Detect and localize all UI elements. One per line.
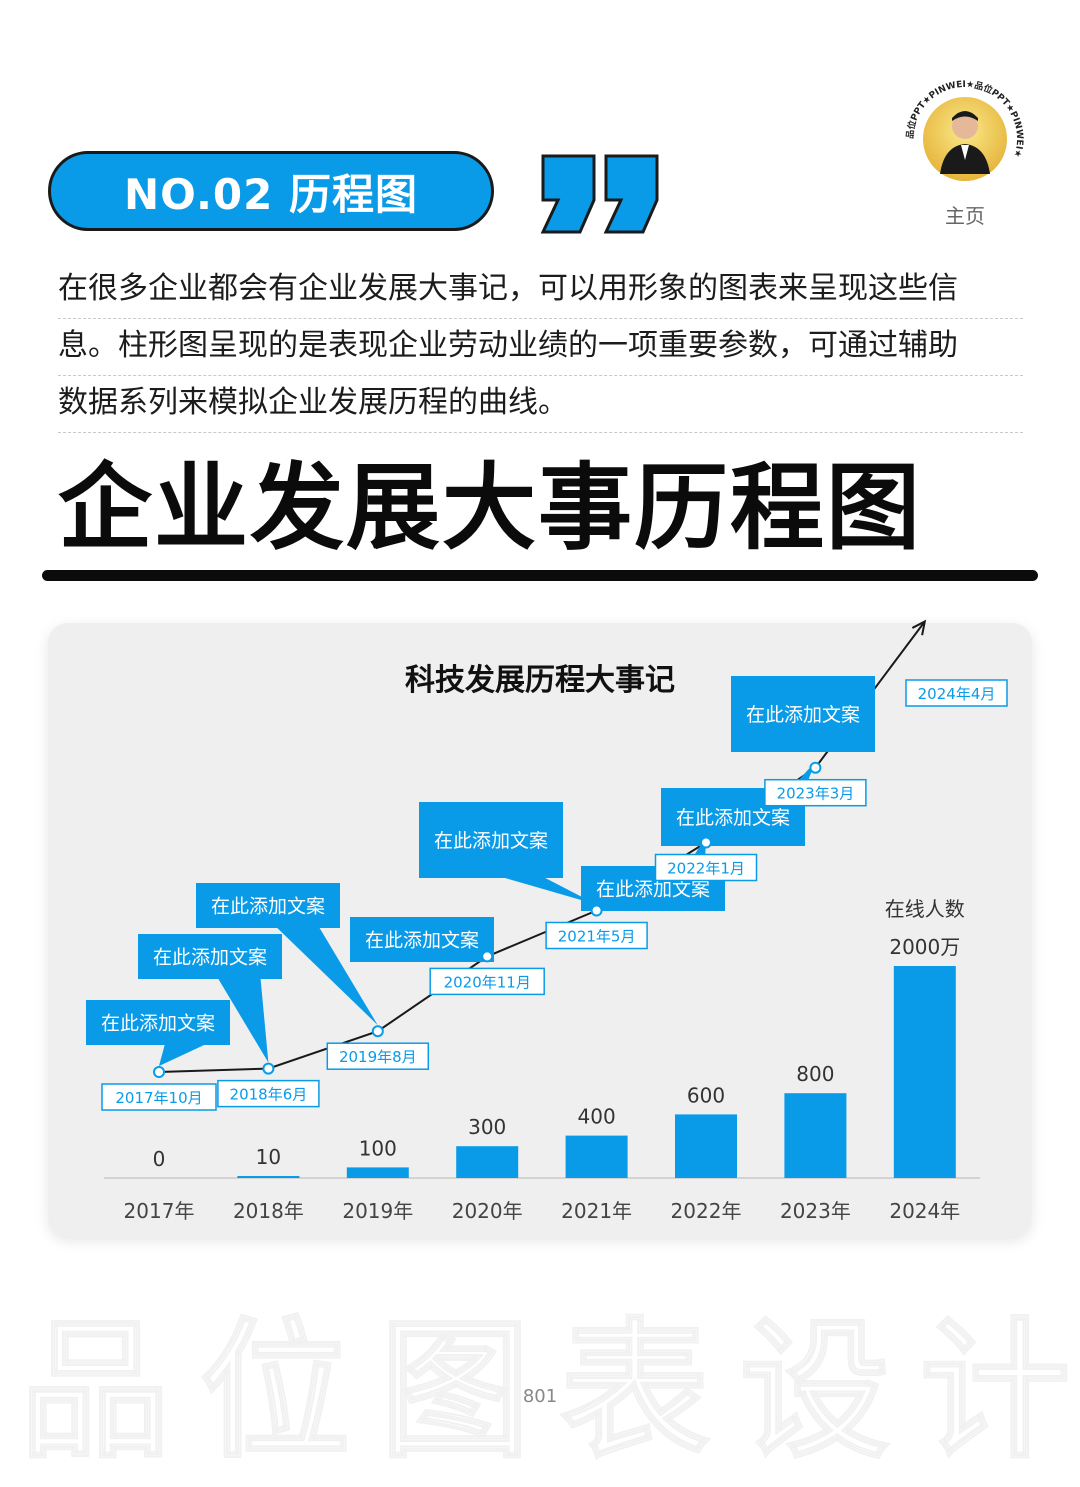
- callout-tail: [217, 977, 269, 1063]
- page-number: 801: [522, 1386, 558, 1407]
- x-tick-label: 2022年: [671, 1199, 742, 1223]
- page-title: 企业发展大事历程图: [58, 454, 923, 563]
- data-label: 600: [687, 1083, 725, 1107]
- callout-box: [419, 802, 563, 878]
- date-tag-box: [101, 1083, 217, 1111]
- milestone-chart: 0 2017年 10 2018年 100 2019年 300 2020年 400 2021年 600…: [86, 619, 1008, 1223]
- callout-box: [86, 1000, 230, 1045]
- x-tick-label: 2019年: [342, 1199, 413, 1223]
- date-tag-label: 2023年3月: [777, 785, 855, 803]
- avatar-icon: 品位PPT★PINWEI★品位PPT★PINWEI★: [903, 77, 1027, 201]
- date-tag-label: 2017年10月: [115, 1089, 202, 1107]
- x-tick-label: 2021年: [561, 1199, 632, 1223]
- milestone-callout: 在此添加文案: [581, 836, 725, 911]
- intro-line: 数据系列来模拟企业发展历程的曲线。: [58, 376, 1023, 433]
- bar: [237, 1176, 300, 1178]
- milestone-callout: 在此添加文案: [350, 917, 494, 962]
- bar: [346, 1167, 409, 1178]
- watermark: 品位图表设计: [19, 1304, 1080, 1480]
- homepage-link[interactable]: 主页: [945, 204, 985, 228]
- date-tag-label: 2024年4月: [918, 685, 996, 703]
- callout-text: 在此添加文案: [365, 930, 479, 952]
- callout-text: 在此添加文案: [434, 830, 548, 852]
- callout-text: 在此添加文案: [746, 704, 860, 726]
- callout-text: 在此添加文案: [211, 896, 325, 918]
- milestone-callout: 在此添加文案: [419, 802, 597, 905]
- date-tag-label: 2022年1月: [667, 860, 745, 878]
- intro-paragraph: 在很多企业都会有企业发展大事记，可以用形象的图表来呈现这些信 息。柱形图呈现的是…: [58, 262, 1023, 433]
- bar: [675, 1114, 737, 1178]
- section-badge: NO.02 历程图: [48, 151, 494, 231]
- date-tag-label: 2019年8月: [339, 1048, 417, 1066]
- chart-title: 科技发展历程大事记: [405, 663, 675, 698]
- intro-line: 在很多企业都会有企业发展大事记，可以用形象的图表来呈现这些信: [58, 262, 1023, 319]
- data-label: 300: [468, 1115, 506, 1139]
- date-tag-box: [545, 921, 648, 950]
- callout-tail: [159, 1043, 209, 1066]
- quote-mark-icon: [540, 154, 659, 234]
- data-label: 0: [153, 1147, 166, 1171]
- timeline-point: [371, 1025, 384, 1038]
- milestone-callout: 在此添加文案: [731, 676, 875, 752]
- data-label: 800: [796, 1062, 834, 1086]
- bar: [784, 1093, 847, 1178]
- timeline-point: [481, 950, 494, 963]
- callout-text: 在此添加文案: [153, 947, 267, 969]
- date-tag-label: 2018年6月: [230, 1086, 308, 1104]
- callout-tail: [498, 876, 597, 905]
- bar: [893, 966, 956, 1178]
- callout-box: [350, 917, 494, 962]
- callout-box: [138, 934, 282, 979]
- author-avatar[interactable]: 品位PPT★PINWEI★品位PPT★PINWEI★: [900, 74, 1030, 204]
- date-tag-box: [654, 853, 758, 882]
- bar: [565, 1135, 628, 1178]
- date-tag-box: [905, 679, 1008, 707]
- series-name-label: 在线人数: [885, 897, 965, 921]
- x-tick-label: 2018年: [233, 1199, 304, 1223]
- x-tick-label: 2020年: [452, 1199, 523, 1223]
- data-label: 100: [359, 1136, 397, 1160]
- timeline-point: [809, 761, 822, 774]
- data-label: 10: [256, 1145, 281, 1169]
- date-tag-box: [429, 967, 545, 996]
- title-divider: [42, 570, 1038, 581]
- date-tag-label: 2020年11月: [444, 973, 531, 991]
- date-tag-box: [764, 778, 867, 807]
- bar: [456, 1146, 519, 1178]
- data-label: 400: [578, 1105, 616, 1129]
- milestone-callout: 在此添加文案: [196, 883, 378, 1026]
- date-tag-label: 2021年5月: [558, 928, 636, 946]
- callout-text: 在此添加文案: [101, 1013, 215, 1035]
- x-tick-label: 2023年: [780, 1199, 851, 1223]
- timeline-arrow-icon: [911, 619, 927, 636]
- callout-box: [731, 676, 875, 752]
- x-tick-label: 2024年: [889, 1199, 960, 1223]
- x-tick-label: 2017年: [124, 1199, 195, 1223]
- intro-line: 息。柱形图呈现的是表现企业劳动业绩的一项重要参数，可通过辅助: [58, 319, 1023, 376]
- timeline-point: [262, 1062, 275, 1075]
- milestone-callout: 在此添加文案: [86, 1000, 230, 1066]
- milestone-callout: 在此添加文案: [138, 934, 282, 1063]
- date-tag-box: [326, 1042, 430, 1070]
- section-badge-label: NO.02 历程图: [124, 169, 418, 219]
- callout-box: [196, 883, 340, 928]
- timeline-point: [700, 836, 712, 849]
- callout-text: 在此添加文案: [596, 879, 710, 901]
- data-label: 2000万: [889, 935, 960, 959]
- timeline-point: [153, 1066, 165, 1078]
- timeline-point: [590, 904, 603, 917]
- date-tag-box: [217, 1079, 320, 1108]
- callout-tail: [275, 926, 378, 1026]
- callout-text: 在此添加文案: [676, 807, 790, 829]
